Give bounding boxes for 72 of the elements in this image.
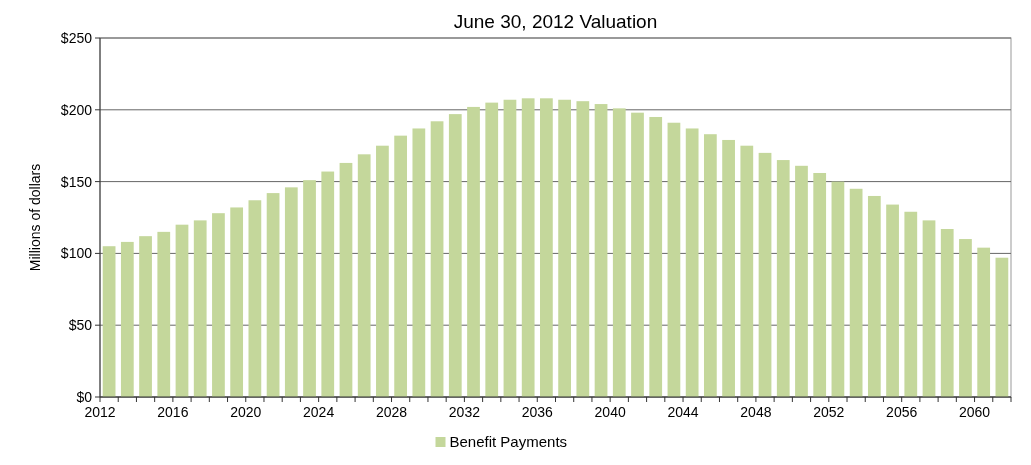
x-tick-label: 2028	[375, 404, 408, 420]
bar	[977, 247, 991, 397]
bar	[212, 213, 225, 397]
bar	[303, 180, 316, 397]
y-tick-label: $0	[76, 388, 93, 405]
bar	[831, 181, 845, 397]
bar	[612, 108, 626, 397]
bar	[558, 99, 571, 397]
bar	[667, 122, 681, 397]
y-tick-label: $150	[60, 173, 93, 190]
bar	[904, 211, 918, 397]
y-tick-label: $200	[60, 101, 93, 118]
bar	[703, 134, 717, 397]
bar	[485, 102, 499, 397]
bar	[722, 139, 735, 397]
bar	[758, 152, 772, 397]
bar	[412, 128, 426, 397]
chart-title: June 30, 2012 Valuation	[453, 11, 658, 32]
y-tick-label: $250	[60, 29, 93, 46]
bar	[795, 165, 808, 397]
x-tick-label: 2048	[740, 404, 772, 420]
y-axis-title: Millions of dollars	[27, 163, 43, 272]
bar	[922, 220, 936, 397]
bar	[357, 154, 371, 397]
x-tick-label: 2020	[230, 404, 262, 420]
bar	[102, 246, 116, 397]
bar	[284, 187, 298, 397]
y-tick-label: $100	[60, 245, 93, 262]
bar	[940, 228, 954, 397]
bar	[448, 114, 462, 397]
bar	[339, 162, 353, 397]
bar	[175, 224, 189, 397]
bar	[266, 193, 280, 397]
bar	[120, 241, 134, 397]
bar	[740, 145, 754, 397]
bar	[503, 99, 517, 397]
bar	[886, 204, 899, 397]
x-tick-label: 2052	[813, 404, 845, 420]
x-tick-label: 2032	[448, 404, 481, 420]
bar	[230, 207, 244, 397]
bar	[631, 112, 644, 397]
bar	[776, 160, 790, 397]
bar	[995, 257, 1009, 397]
x-tick-label: 2036	[521, 404, 554, 420]
bar	[394, 135, 408, 397]
bar	[467, 106, 480, 397]
bar	[540, 98, 553, 397]
bar	[685, 128, 699, 397]
bar	[594, 104, 608, 397]
x-tick-label: 2060	[958, 404, 991, 420]
bar	[849, 188, 863, 397]
x-tick-label: 2044	[667, 404, 699, 420]
bar	[649, 116, 663, 397]
bar	[430, 121, 444, 397]
bar	[193, 220, 207, 397]
bar	[321, 171, 335, 397]
legend-label: Benefit Payments	[449, 433, 568, 450]
x-tick-label: 2056	[886, 404, 918, 420]
bar	[157, 231, 171, 397]
x-tick-label: 2016	[157, 404, 189, 420]
x-tick-label: 2024	[303, 404, 335, 420]
bar	[248, 200, 262, 397]
x-tick-label: 2040	[594, 404, 626, 420]
bar	[139, 236, 152, 397]
bar	[576, 101, 590, 397]
bar	[813, 172, 827, 397]
y-tick-label: $50	[68, 317, 93, 334]
bar	[959, 239, 972, 397]
x-tick-label: 2012	[84, 404, 116, 420]
bar	[376, 145, 389, 397]
bar	[867, 195, 881, 397]
bar	[521, 98, 535, 397]
